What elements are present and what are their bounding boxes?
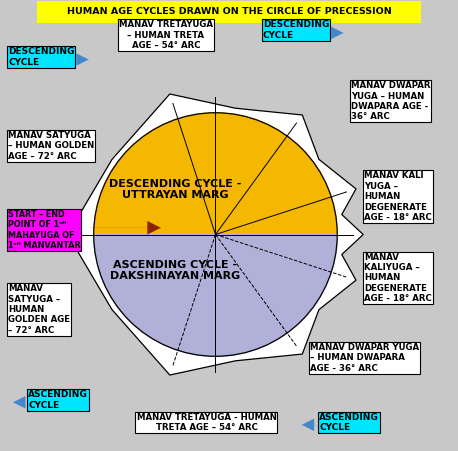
Text: MANAV DWAPAR YUGA
– HUMAN DWAPARA
AGE - 36° ARC: MANAV DWAPAR YUGA – HUMAN DWAPARA AGE - … xyxy=(310,343,420,373)
Text: MANAV TRETAYUGA
– HUMAN TRETA
AGE – 54° ARC: MANAV TRETAYUGA – HUMAN TRETA AGE – 54° … xyxy=(119,20,213,50)
Polygon shape xyxy=(94,113,337,235)
Text: MANAV
SATYUGA –
HUMAN
GOLDEN AGE
– 72° ARC: MANAV SATYUGA – HUMAN GOLDEN AGE – 72° A… xyxy=(8,284,70,335)
Text: ASCENDING
CYCLE: ASCENDING CYCLE xyxy=(319,413,379,432)
Text: MANAV KALI
YUGA –
HUMAN
DEGENERATE
AGE - 18° ARC: MANAV KALI YUGA – HUMAN DEGENERATE AGE -… xyxy=(364,171,432,222)
Text: HUMAN AGE CYCLES DRAWN ON THE CIRCLE OF PRECESSION: HUMAN AGE CYCLES DRAWN ON THE CIRCLE OF … xyxy=(66,7,392,16)
Text: MANAV TRETAYUGA - HUMAN
TRETA AGE – 54° ARC: MANAV TRETAYUGA - HUMAN TRETA AGE – 54° … xyxy=(136,413,276,432)
Text: DESCENDING CYCLE -
UTTRAYAN MARG: DESCENDING CYCLE - UTTRAYAN MARG xyxy=(109,179,241,200)
Text: DESCENDING
CYCLE: DESCENDING CYCLE xyxy=(263,20,329,40)
Polygon shape xyxy=(94,235,337,356)
Polygon shape xyxy=(68,94,363,375)
Text: ASCENDING
CYCLE: ASCENDING CYCLE xyxy=(28,390,88,410)
Text: ASCENDING CYCLE -
DAKSHINAYAN MARG: ASCENDING CYCLE - DAKSHINAYAN MARG xyxy=(110,260,240,281)
Text: MANAV SATYUGA
– HUMAN GOLDEN
AGE – 72° ARC: MANAV SATYUGA – HUMAN GOLDEN AGE – 72° A… xyxy=(8,131,94,161)
Text: START – END
POINT OF 1ˢᴴ
MAHAYUGA OF
1ˢᴴ MANVANTAR: START – END POINT OF 1ˢᴴ MAHAYUGA OF 1ˢᴴ… xyxy=(8,210,81,250)
Text: DESCENDING
CYCLE: DESCENDING CYCLE xyxy=(8,47,74,67)
Text: MANAV DWAPAR
YUGA – HUMAN
DWAPARA AGE -
36° ARC: MANAV DWAPAR YUGA – HUMAN DWAPARA AGE - … xyxy=(351,81,430,121)
FancyBboxPatch shape xyxy=(37,1,421,23)
Text: MANAV
KALIYUGA –
HUMAN
DEGENERATE
AGE - 18° ARC: MANAV KALIYUGA – HUMAN DEGENERATE AGE - … xyxy=(364,253,432,303)
